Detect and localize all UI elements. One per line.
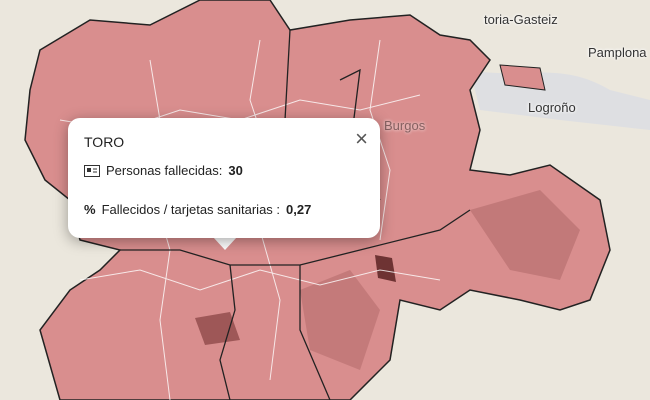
popup-tail: [213, 237, 237, 250]
row-label: Personas fallecidas:: [106, 163, 223, 178]
place-label: Burgos: [384, 118, 426, 133]
row-value: 0,27: [286, 202, 312, 217]
place-label: toria-Gasteiz: [484, 12, 558, 27]
row-value: 30: [228, 163, 243, 178]
place-label: Logroño: [528, 100, 576, 115]
row-label: Fallecidos / tarjetas sanitarias :: [101, 202, 281, 217]
row: % Fallecidos / tarjetas sanitarias : 0,2…: [84, 202, 311, 217]
popup-title: TORO: [84, 134, 125, 150]
close-button[interactable]: ×: [355, 126, 368, 151]
row: Personas fallecidas: 30: [84, 163, 243, 178]
popup: TORO × Personas fallecidas: 30 % Falleci…: [68, 118, 380, 238]
percent-icon: %: [84, 202, 96, 217]
place-label: Pamplona: [588, 45, 647, 60]
id-card-icon: [84, 164, 100, 177]
